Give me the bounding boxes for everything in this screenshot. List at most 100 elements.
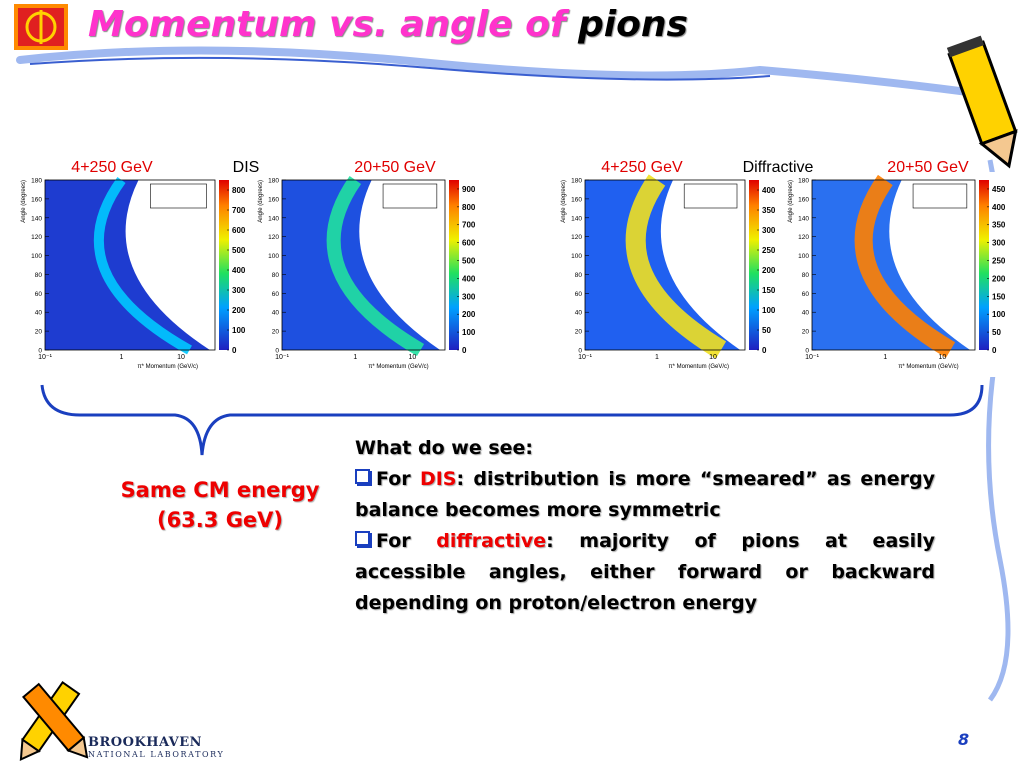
y-tick-label: 40	[575, 310, 583, 317]
colorbar-tick-label: 600	[232, 226, 246, 235]
x-tick-label: 1	[120, 354, 124, 361]
x-axis-label: π* Momentum (GeV/c)	[368, 364, 429, 370]
stats-box	[683, 183, 738, 209]
panel-label: 20+50 GeV	[354, 159, 436, 176]
x-tick-label: 10	[409, 354, 417, 361]
heatmap-band	[625, 174, 727, 359]
colorbar-tick-label: 800	[462, 203, 476, 212]
y-tick-label: 80	[272, 272, 280, 279]
colorbar-tick-label: 0	[992, 346, 997, 355]
colorbar	[219, 180, 229, 350]
y-tick-label: 60	[272, 291, 280, 298]
colorbar-tick-label: 200	[232, 306, 246, 315]
y-tick-label: 0	[38, 348, 42, 355]
colorbar-tick-label: 250	[992, 257, 1006, 266]
y-tick-label: 0	[275, 348, 279, 355]
bullet-lead: For	[376, 468, 411, 490]
body-text: What do we see: For DIS: distribution is…	[355, 433, 935, 619]
brace	[40, 384, 984, 456]
x-axis-label: π* Momentum (GeV/c)	[898, 364, 959, 370]
colorbar-tick-label: 800	[232, 186, 246, 195]
title-text: Momentum vs. angle of	[88, 4, 566, 45]
colorbar-tick-label: 0	[232, 346, 237, 355]
colorbar	[749, 180, 759, 350]
group-label: DIS	[233, 159, 260, 176]
colorbar-tick-label: 500	[462, 257, 476, 266]
x-tick-label: 10	[939, 354, 947, 361]
panel-label: 4+250 GeV	[601, 159, 683, 176]
y-tick-label: 160	[571, 196, 582, 203]
heatmap-band	[854, 174, 956, 358]
heatmap-band	[326, 175, 425, 357]
colorbar-tick-label: 300	[232, 286, 246, 295]
title-emphasis: pions	[578, 4, 688, 45]
heatmap-band	[93, 177, 192, 355]
colorbar-tick-label: 450	[992, 185, 1006, 194]
y-tick-label: 120	[798, 234, 809, 241]
y-tick-label: 40	[802, 310, 810, 317]
logo-line: BROOKHAVEN	[88, 735, 203, 750]
heatmap-empty	[359, 180, 445, 350]
y-tick-label: 0	[578, 348, 582, 355]
y-tick-label: 160	[31, 196, 42, 203]
x-tick-label: 10⁻¹	[805, 354, 819, 361]
colorbar-tick-label: 900	[462, 185, 476, 194]
y-tick-label: 120	[268, 234, 279, 241]
heatmap-empty	[125, 180, 215, 350]
x-tick-label: 10⁻¹	[275, 354, 289, 361]
x-axis-label: π* Momentum (GeV/c)	[669, 364, 730, 370]
stats-box	[382, 183, 438, 209]
bullet-lead: For	[376, 530, 411, 552]
colorbar	[449, 180, 459, 350]
colorbar-tick-label: 400	[232, 266, 246, 275]
colorbar-tick-label: 300	[462, 292, 476, 301]
y-tick-label: 80	[575, 272, 583, 279]
stats-box	[150, 183, 207, 209]
bullet-marker	[355, 469, 370, 484]
colorbar-tick-label: 700	[462, 221, 476, 230]
heading: What do we see:	[355, 437, 534, 459]
colorbar-tick-label: 600	[462, 239, 476, 248]
y-tick-label: 40	[35, 310, 43, 317]
y-tick-label: 160	[798, 196, 809, 203]
colorbar-tick-label: 350	[762, 206, 776, 215]
bullet-marker	[355, 531, 370, 546]
page-number: 8	[958, 730, 970, 749]
x-axis-label: π* Momentum (GeV/c)	[138, 364, 199, 370]
group-label: Diffractive	[743, 159, 814, 176]
plot-border	[584, 179, 746, 351]
title-swoosh	[16, 46, 994, 99]
colorbar-tick-label: 700	[232, 206, 246, 215]
y-axis-label: Angle (degrees)	[21, 180, 27, 223]
y-tick-label: 140	[798, 215, 809, 222]
y-tick-label: 60	[35, 291, 43, 298]
bullet: For diffractive: majority of pions at ea…	[355, 526, 935, 619]
colorbar	[979, 180, 989, 350]
y-tick-label: 80	[35, 272, 43, 279]
y-tick-label: 180	[268, 178, 279, 185]
heatmap-empty	[660, 180, 745, 350]
colorbar-tick-label: 150	[762, 286, 776, 295]
y-tick-label: 100	[31, 253, 42, 260]
y-tick-label: 100	[268, 253, 279, 260]
colorbar-tick-label: 100	[762, 306, 776, 315]
y-tick-label: 20	[575, 329, 583, 336]
brace-label-line: (63.3 GeV)	[156, 508, 284, 532]
bullet-text: : distribution is more “smeared” as ener…	[355, 468, 935, 521]
colorbar-tick-label: 200	[992, 274, 1006, 283]
colorbar-tick-label: 100	[992, 310, 1006, 319]
footer-logo: BROOKHAVEN NATIONAL LABORATORY	[88, 735, 224, 759]
pencil-icon-3	[22, 682, 89, 759]
bullet-term: DIS	[419, 468, 457, 490]
x-tick-label: 1	[655, 354, 659, 361]
x-tick-label: 10⁻¹	[578, 354, 592, 361]
x-tick-label: 1	[883, 354, 887, 361]
colorbar-tick-label: 0	[762, 346, 767, 355]
y-axis-label: Angle (degrees)	[258, 180, 264, 223]
pencil-icon	[946, 35, 1018, 169]
bullet-text: : majority of pions at easily accessible…	[355, 530, 935, 614]
plot-border	[281, 179, 446, 351]
x-tick-label: 10⁻¹	[38, 354, 52, 361]
